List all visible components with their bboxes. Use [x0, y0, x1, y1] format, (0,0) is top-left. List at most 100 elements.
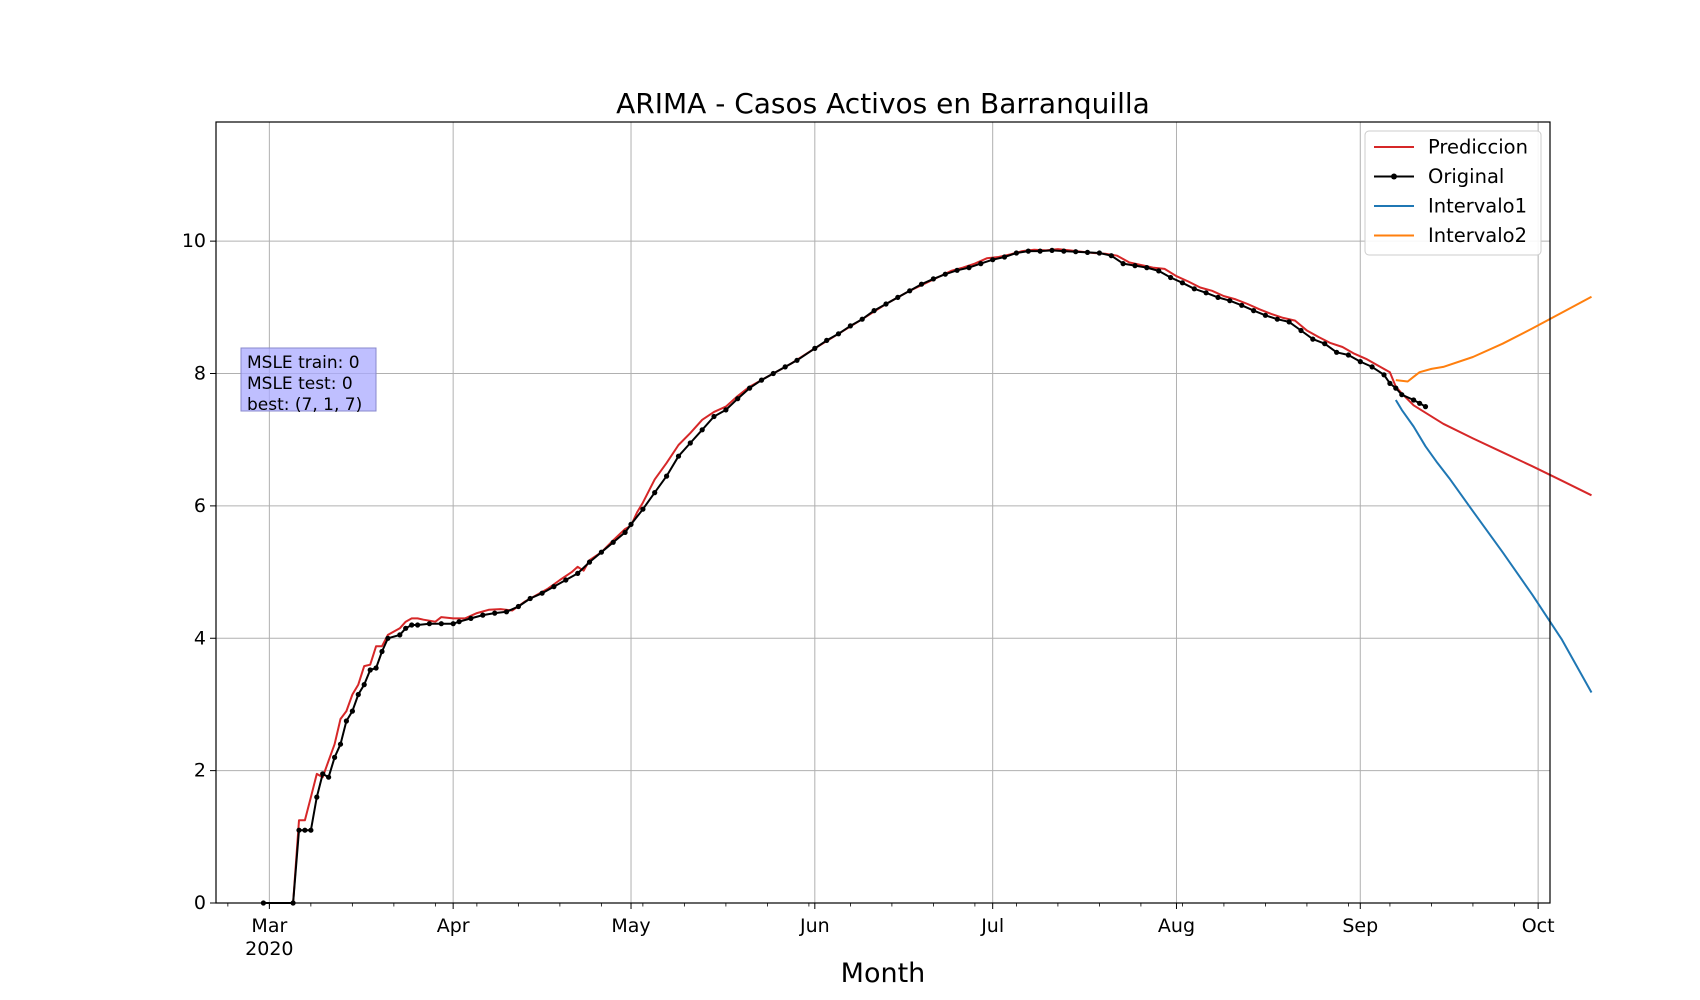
data-point — [515, 603, 522, 610]
data-point — [1393, 385, 1399, 391]
data-point — [711, 413, 717, 420]
data-point — [1144, 265, 1150, 271]
data-point — [320, 771, 326, 777]
data-point — [349, 708, 355, 714]
data-point — [652, 490, 658, 496]
data-point — [314, 794, 320, 800]
y-tick-label: 8 — [194, 363, 206, 385]
data-point — [978, 261, 984, 267]
data-point — [1061, 248, 1067, 254]
data-point — [1286, 319, 1292, 325]
data-point — [1049, 247, 1055, 253]
data-point — [1322, 341, 1328, 347]
data-point — [770, 370, 776, 377]
data-point — [871, 308, 877, 314]
data-point — [930, 276, 937, 282]
data-point — [640, 506, 646, 512]
data-point — [1345, 352, 1351, 358]
data-point — [1073, 249, 1079, 255]
data-point — [308, 827, 314, 833]
x-tick-label: May — [611, 915, 650, 937]
x-tick-label: Oct — [1522, 915, 1555, 937]
data-point — [918, 281, 925, 287]
series-line-intervalo1 — [1394, 399, 1593, 693]
legend-marker — [1391, 173, 1397, 180]
data-point — [628, 521, 634, 528]
data-point — [1108, 253, 1114, 259]
data-point — [1096, 250, 1102, 256]
data-point — [302, 827, 308, 833]
data-point — [1168, 274, 1174, 281]
legend-label: Intervalo1 — [1428, 195, 1527, 218]
data-point — [1179, 280, 1185, 286]
data-point — [859, 316, 865, 322]
x-tick-label: Jul — [980, 915, 1004, 937]
data-point — [503, 609, 510, 615]
data-point — [1120, 261, 1126, 267]
annotation-line: best: (7, 1, 7) — [247, 395, 362, 415]
data-point — [1422, 404, 1429, 410]
x-tick-label: Sep — [1342, 915, 1378, 937]
x-axis-label: Month — [841, 958, 926, 989]
data-point — [1334, 349, 1340, 355]
data-point — [355, 691, 361, 698]
data-point — [456, 619, 462, 625]
data-point — [824, 337, 830, 343]
x-tick-sublabel: 2020 — [245, 938, 293, 960]
data-point — [438, 621, 444, 627]
data-point — [1251, 308, 1257, 314]
data-point — [1381, 372, 1387, 378]
data-point — [361, 682, 367, 688]
data-point — [794, 357, 800, 363]
data-point — [343, 718, 349, 724]
data-point — [403, 625, 409, 631]
data-point — [1274, 316, 1280, 322]
data-point — [1227, 298, 1233, 304]
data-point — [415, 622, 421, 628]
annotation-line: MSLE test: 0 — [247, 374, 353, 394]
data-point — [480, 612, 486, 618]
data-point — [990, 257, 996, 263]
data-point — [539, 590, 545, 596]
data-point — [664, 473, 670, 479]
data-point — [373, 665, 379, 671]
data-point — [1417, 400, 1423, 406]
data-point — [1013, 250, 1020, 256]
data-point — [409, 622, 415, 628]
stats-annotation-box: MSLE train: 0 MSLE test: 0 best: (7, 1, … — [240, 347, 377, 415]
data-point — [735, 396, 741, 402]
data-point — [296, 827, 302, 833]
data-point — [610, 539, 616, 545]
data-point — [723, 407, 729, 413]
data-point — [1411, 397, 1417, 403]
data-point — [907, 288, 913, 294]
plot-frame — [215, 121, 1551, 904]
data-point — [812, 345, 818, 351]
data-point — [563, 577, 569, 583]
data-point — [1037, 248, 1043, 254]
data-point — [367, 667, 373, 673]
data-point — [551, 584, 557, 590]
data-point — [835, 331, 842, 337]
data-point — [492, 610, 498, 616]
y-tick-label: 10 — [182, 230, 206, 252]
series-line-intervalo2 — [1395, 295, 1592, 383]
data-point — [1215, 294, 1221, 300]
data-point — [1001, 254, 1008, 260]
x-tick-label: Jun — [799, 915, 830, 937]
data-point — [326, 774, 332, 780]
data-point — [1310, 336, 1316, 342]
data-point — [1369, 364, 1375, 370]
x-tick-label: Aug — [1158, 915, 1195, 937]
data-point — [379, 648, 385, 655]
plot-area — [260, 247, 1593, 906]
grid — [216, 122, 1550, 904]
data-point — [699, 427, 705, 433]
data-point — [782, 364, 788, 370]
legend-label: Original — [1428, 165, 1504, 188]
data-point — [1239, 302, 1245, 308]
data-point — [1191, 286, 1197, 292]
data-point — [527, 595, 533, 602]
